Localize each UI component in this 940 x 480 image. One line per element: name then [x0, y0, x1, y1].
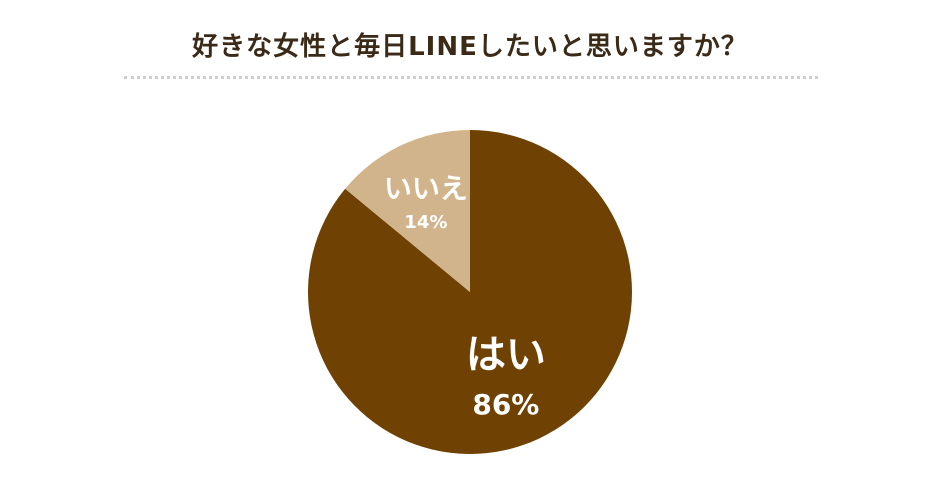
pie-slice-no — [345, 130, 470, 292]
pie-slice-yes — [307, 130, 632, 454]
slice-value-yes: 86% — [472, 388, 539, 421]
slice-label-yes: はい — [466, 332, 546, 378]
slice-label-no: いいえ — [384, 172, 468, 205]
chart-title: 好きな女性と毎日LINEしたいと思いますか？ — [192, 32, 748, 62]
slice-value-no: 14% — [404, 212, 447, 233]
title-dotted-divider — [124, 76, 818, 79]
